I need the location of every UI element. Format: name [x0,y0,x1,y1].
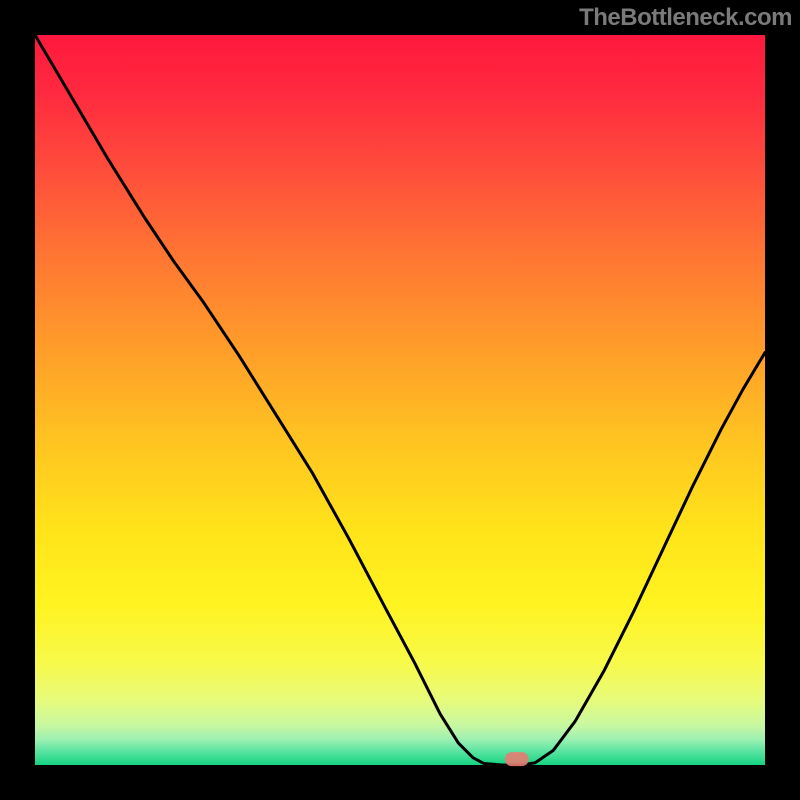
optimal-marker [505,752,529,766]
bottleneck-chart: TheBottleneck.com [0,0,800,800]
watermark-text: TheBottleneck.com [579,4,792,32]
chart-canvas [0,0,800,800]
plot-background [35,35,765,765]
